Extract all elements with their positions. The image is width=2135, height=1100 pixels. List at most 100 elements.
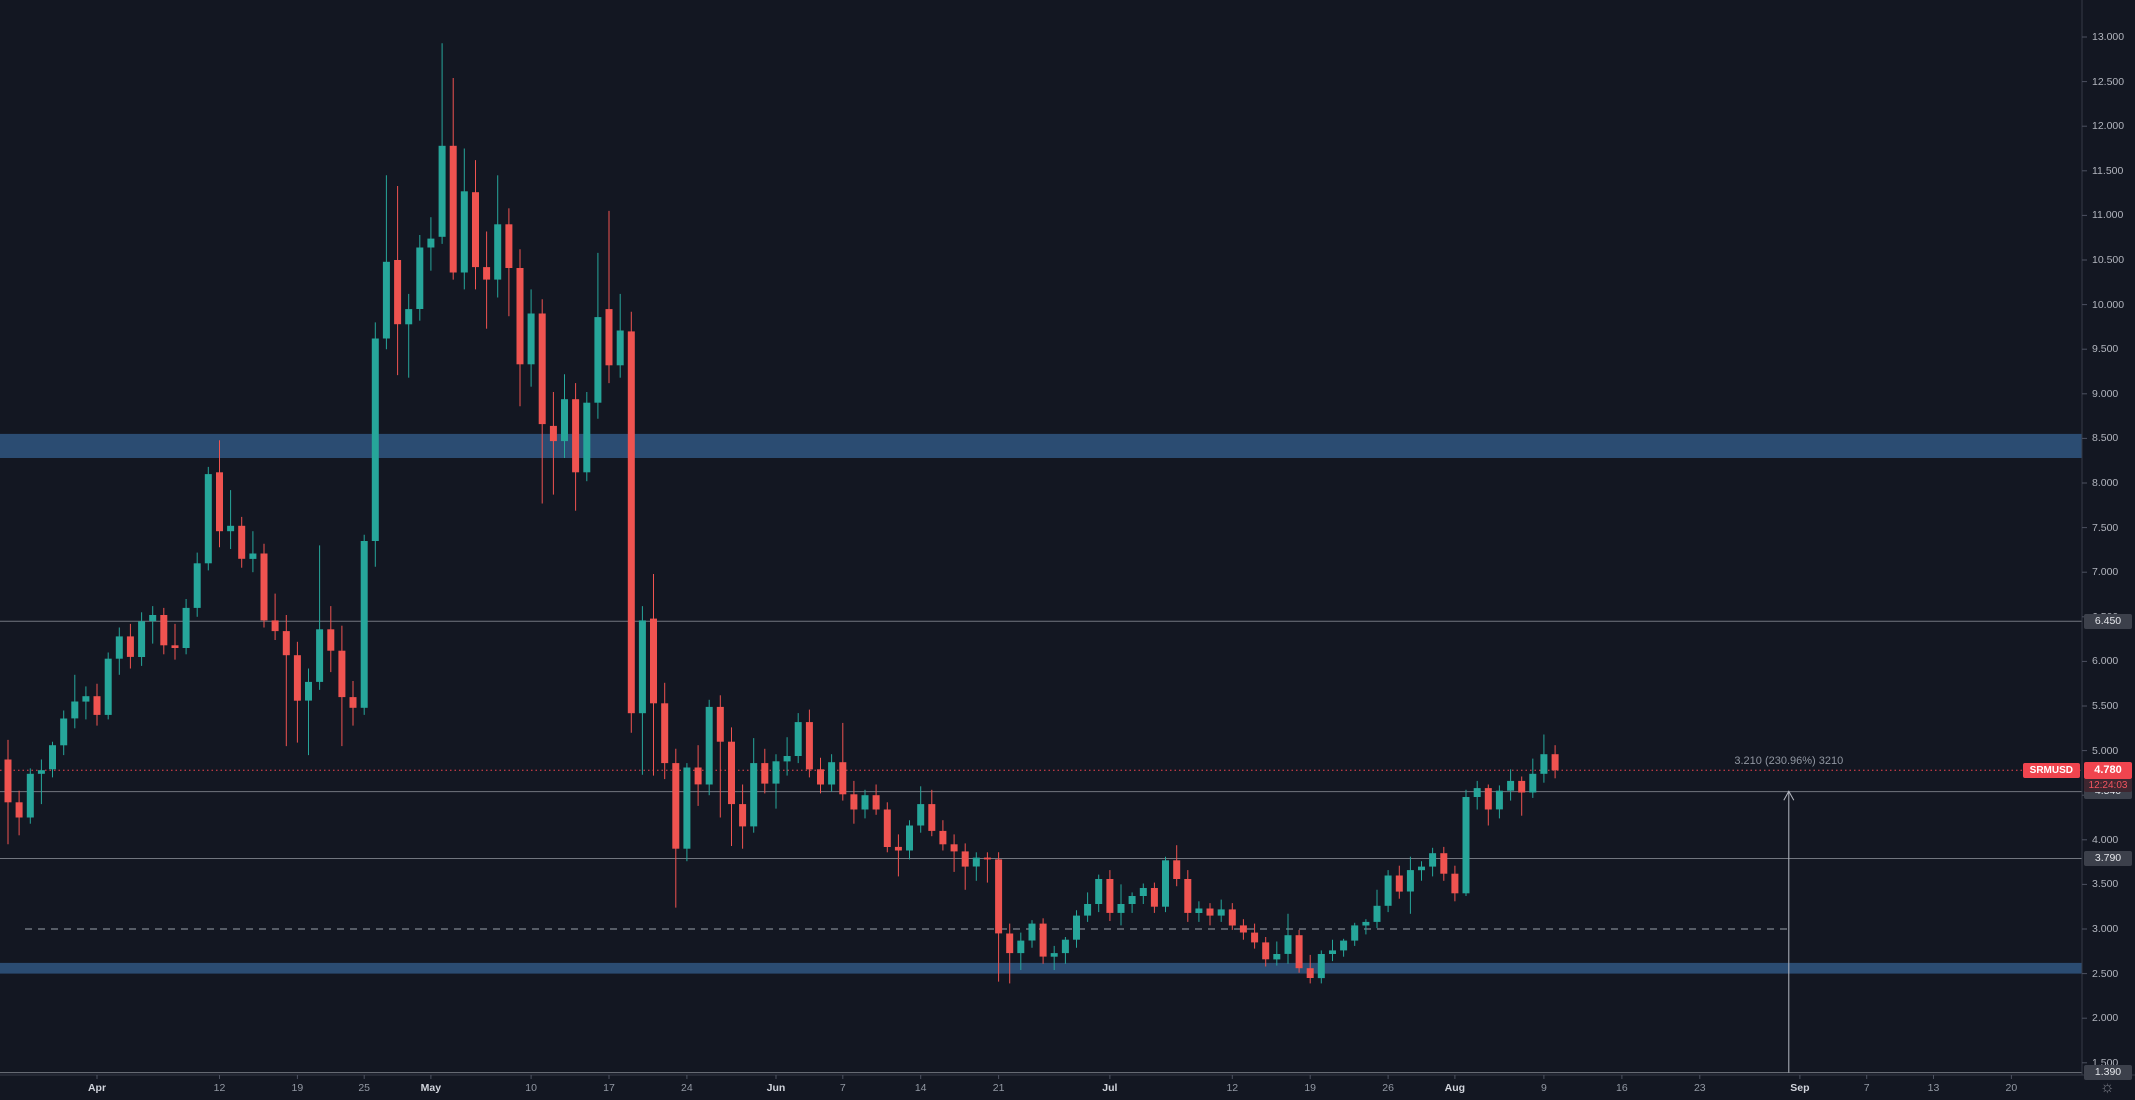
candle[interactable]: [1462, 789, 1470, 896]
resistance-zone[interactable]: [0, 433, 2082, 458]
candle[interactable]: [4, 739, 12, 845]
candle[interactable]: [549, 392, 557, 495]
candle[interactable]: [1540, 734, 1548, 783]
candle[interactable]: [972, 852, 980, 881]
candle[interactable]: [1028, 920, 1036, 948]
candle[interactable]: [1162, 856, 1169, 913]
candle[interactable]: [1061, 937, 1069, 964]
candle[interactable]: [227, 490, 235, 549]
candle[interactable]: [650, 574, 657, 776]
candle[interactable]: [1251, 923, 1259, 949]
candle[interactable]: [1139, 883, 1147, 905]
candle[interactable]: [1228, 903, 1236, 930]
candle[interactable]: [472, 160, 479, 290]
candle[interactable]: [1484, 784, 1492, 826]
candle[interactable]: [572, 383, 580, 511]
candle[interactable]: [316, 545, 324, 690]
candle[interactable]: [1373, 889, 1381, 929]
candle[interactable]: [1329, 939, 1336, 962]
theme-sun-icon[interactable]: ☼: [2100, 1079, 2115, 1096]
candle[interactable]: [872, 784, 880, 815]
candles[interactable]: [4, 43, 1559, 984]
candle[interactable]: [716, 695, 724, 818]
candle[interactable]: [37, 759, 45, 805]
candle[interactable]: [839, 722, 847, 801]
candle[interactable]: [160, 607, 168, 655]
candle[interactable]: [917, 786, 925, 833]
candle[interactable]: [1073, 910, 1080, 948]
candle[interactable]: [249, 531, 257, 573]
candle[interactable]: [828, 754, 836, 792]
candle[interactable]: [995, 852, 1003, 982]
candle[interactable]: [750, 738, 758, 833]
candle[interactable]: [305, 668, 312, 756]
candle[interactable]: [1451, 865, 1459, 902]
candle[interactable]: [983, 852, 991, 883]
candle[interactable]: [1095, 874, 1103, 913]
candle[interactable]: [416, 235, 424, 321]
candle[interactable]: [939, 820, 947, 851]
candle[interactable]: [683, 763, 691, 862]
candle[interactable]: [1317, 950, 1325, 984]
candle[interactable]: [672, 748, 680, 908]
candle[interactable]: [104, 652, 112, 720]
candle[interactable]: [883, 802, 891, 853]
candle[interactable]: [1206, 903, 1214, 926]
candle[interactable]: [1418, 861, 1425, 881]
candle[interactable]: [204, 466, 212, 571]
candle[interactable]: [1495, 785, 1503, 819]
candle[interactable]: [605, 210, 613, 384]
candle[interactable]: [49, 741, 56, 778]
candle[interactable]: [115, 627, 123, 675]
candle[interactable]: [349, 681, 357, 726]
candle[interactable]: [728, 727, 735, 846]
candle[interactable]: [1507, 769, 1515, 801]
candle[interactable]: [494, 175, 502, 298]
candle[interactable]: [405, 293, 413, 378]
candle[interactable]: [661, 682, 669, 780]
candle[interactable]: [1239, 919, 1247, 940]
candle[interactable]: [1084, 892, 1092, 922]
candle[interactable]: [505, 208, 513, 317]
candle[interactable]: [705, 699, 713, 796]
candle[interactable]: [1429, 847, 1437, 877]
candle[interactable]: [1039, 918, 1047, 964]
candle[interactable]: [1395, 865, 1403, 899]
candle[interactable]: [950, 834, 958, 872]
candle[interactable]: [460, 148, 468, 290]
candle[interactable]: [627, 311, 635, 733]
candle[interactable]: [850, 780, 858, 824]
candle[interactable]: [371, 322, 379, 567]
candle[interactable]: [1195, 901, 1203, 922]
candle[interactable]: [171, 623, 179, 660]
candle[interactable]: [772, 754, 780, 809]
candle[interactable]: [1184, 870, 1192, 922]
candle[interactable]: [1306, 954, 1314, 984]
candle[interactable]: [1106, 870, 1114, 921]
candle[interactable]: [1295, 929, 1303, 973]
candle[interactable]: [1340, 938, 1348, 957]
candle[interactable]: [1551, 745, 1559, 779]
candle[interactable]: [616, 293, 624, 378]
candle[interactable]: [60, 710, 68, 756]
candle[interactable]: [138, 612, 146, 666]
candle[interactable]: [238, 516, 246, 568]
candle[interactable]: [1117, 884, 1125, 926]
candle[interactable]: [594, 252, 602, 419]
candle[interactable]: [93, 683, 101, 726]
candle[interactable]: [1017, 932, 1025, 970]
candle[interactable]: [861, 789, 869, 819]
candle[interactable]: [483, 231, 491, 329]
candle[interactable]: [1273, 941, 1281, 966]
candle[interactable]: [516, 249, 524, 407]
candle[interactable]: [1284, 913, 1292, 964]
candle[interactable]: [761, 748, 769, 794]
candle[interactable]: [394, 186, 402, 376]
candle[interactable]: [327, 606, 335, 673]
candle[interactable]: [1473, 780, 1481, 810]
candle[interactable]: [894, 834, 902, 877]
candle[interactable]: [282, 615, 290, 747]
candle[interactable]: [794, 713, 802, 764]
candle[interactable]: [260, 543, 268, 628]
